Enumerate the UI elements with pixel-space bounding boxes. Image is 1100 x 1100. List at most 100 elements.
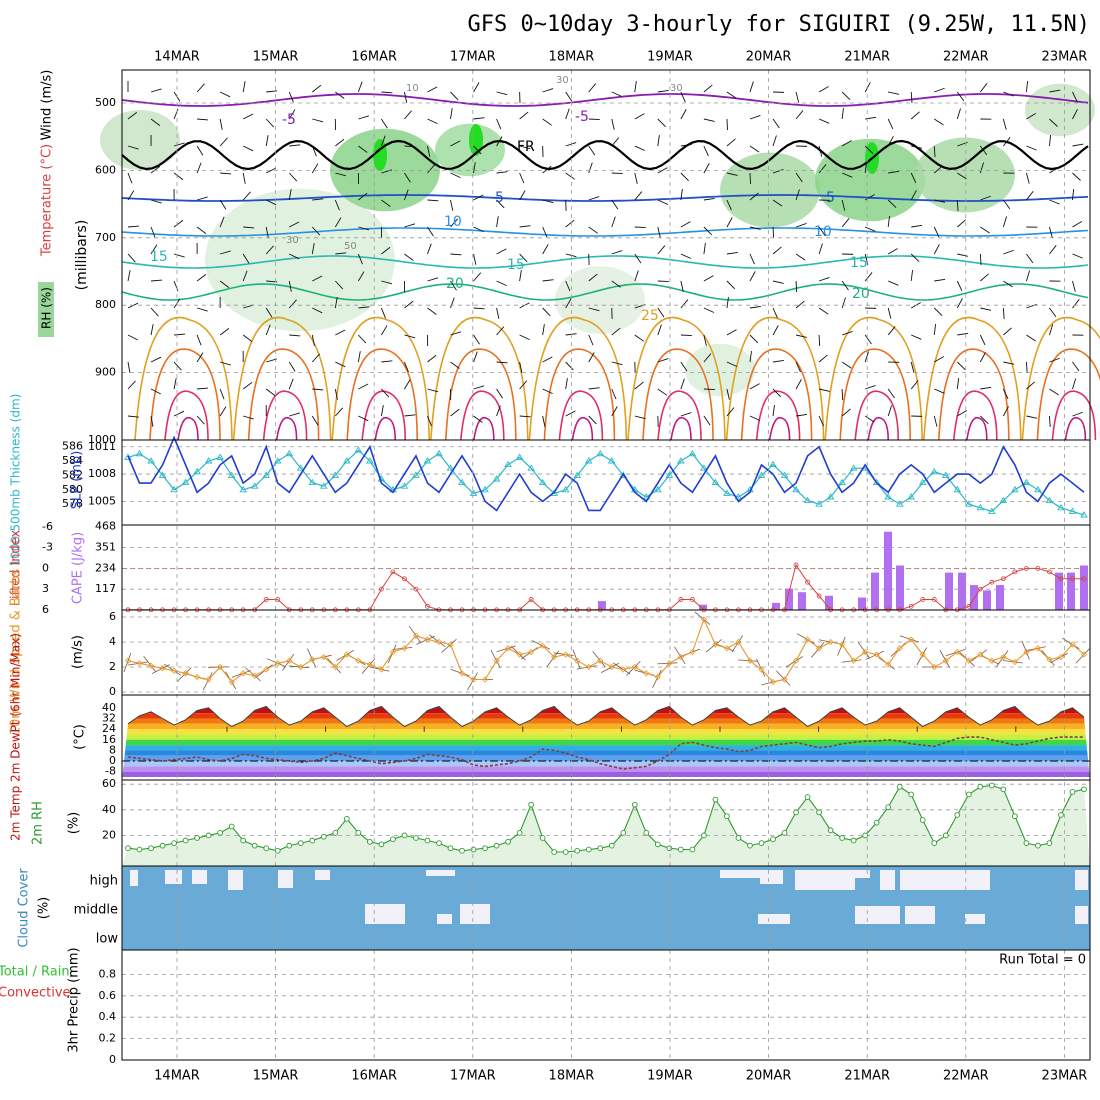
thickness-point-31 — [481, 485, 489, 493]
wind-speed-point-39 — [574, 657, 581, 664]
wind-barb-22 — [150, 324, 154, 336]
cape-bar-13 — [983, 590, 991, 610]
rh-point-76 — [1000, 786, 1007, 793]
lifted-index-point-23 — [390, 569, 396, 575]
rh-point-19 — [343, 815, 350, 822]
wind-barb-58 — [220, 250, 231, 255]
wind-barb-174 — [427, 226, 434, 237]
wind-barb-183 — [450, 108, 453, 120]
thickness-point-36 — [538, 478, 547, 486]
temp-unit-label: (°C) — [73, 724, 88, 750]
wind-barb-79 — [265, 118, 275, 128]
wind-barb-431 — [887, 136, 894, 147]
wind-barb-51 — [196, 415, 205, 425]
wind-barb-391 — [818, 118, 830, 124]
rh-point-25 — [413, 835, 419, 841]
wind-barb-471 — [957, 172, 967, 180]
wind-barb-119 — [335, 138, 345, 147]
wind-barb-127 — [335, 361, 346, 368]
wind-barb-325 — [703, 84, 713, 93]
temp-band-2 — [122, 713, 1090, 719]
cape-bar-7 — [871, 572, 879, 610]
wind-barb-443 — [910, 111, 920, 120]
wind-barb-228 — [519, 270, 522, 282]
wind-barb-327 — [703, 145, 709, 157]
contour-label-7: 15 — [150, 249, 168, 265]
wind-barb-410 — [841, 280, 849, 291]
rh-point-73 — [965, 791, 972, 798]
lifted-index-point-60 — [816, 593, 822, 599]
wind-barb-392 — [818, 145, 823, 157]
slp-line — [127, 435, 1085, 512]
wind-barb-156 — [403, 91, 408, 103]
wind-barb-355 — [749, 192, 759, 201]
wind-barb-397 — [818, 276, 830, 282]
wind-barb-453 — [910, 380, 919, 390]
wind-barb-449 — [910, 270, 914, 282]
wind-barb-381 — [795, 189, 800, 201]
rh2m-unit-label: (%) — [67, 812, 82, 835]
wind-barb-317 — [680, 221, 691, 228]
lifted-index-point-77 — [1012, 569, 1018, 575]
wind-speed-point-51 — [712, 641, 719, 648]
wind-speed-point-0 — [124, 657, 132, 664]
wind-barb-233 — [519, 415, 531, 418]
thickness-point-70 — [930, 467, 939, 475]
wind-barb-457 — [933, 145, 936, 158]
wind-speed-point-43 — [620, 666, 627, 673]
wind-barb-38 — [173, 410, 185, 417]
wind-barb-241 — [542, 279, 554, 282]
wind-barb-46 — [196, 274, 207, 282]
wind-barb-190 — [450, 297, 455, 309]
thickness-point-13 — [273, 457, 282, 464]
isotherm-minus5 — [121, 93, 1089, 107]
wind-barb-369 — [772, 226, 775, 239]
isotherm-25-loop-9 — [1021, 316, 1100, 441]
rh-point-80 — [1046, 840, 1053, 846]
wind-barb-214 — [496, 248, 507, 255]
rh-point-56 — [770, 836, 776, 843]
rh-point-44 — [631, 801, 638, 808]
rh-point-43 — [620, 829, 627, 836]
lifted-index-tick-6: 6 — [42, 603, 49, 616]
wind-barb-326 — [703, 118, 715, 122]
wind-barb-451 — [911, 334, 922, 340]
wind-barb-181 — [427, 415, 433, 427]
wind-barb-242 — [542, 307, 551, 317]
panel-frame-p3 — [121, 524, 1091, 611]
wind-speed-point-17 — [320, 653, 327, 661]
wind-barb-126 — [335, 329, 346, 336]
wind-barb-216 — [496, 307, 500, 319]
wind-barb-164 — [404, 300, 414, 309]
wind-speed-point-14 — [286, 657, 293, 664]
thickness-point-12 — [262, 471, 271, 478]
rh-point-45 — [643, 829, 650, 836]
wind-barb-145 — [380, 135, 386, 147]
wind-barb-71 — [242, 253, 250, 264]
wind-barb-483 — [979, 145, 988, 156]
temp-band-11 — [122, 761, 1090, 767]
lifted-index-point-70 — [931, 597, 937, 602]
wind-barb-252 — [565, 219, 575, 228]
wind-speed-point-7 — [205, 676, 212, 683]
thickness-point-43 — [619, 471, 628, 478]
rh-label-3: 30 — [286, 235, 299, 246]
wind-barb-21 — [150, 307, 159, 317]
wind-barb-185 — [450, 172, 461, 179]
wind-barb-268 — [588, 307, 600, 312]
wind-barb-92 — [288, 109, 296, 120]
contour-label-2: FR — [517, 139, 535, 155]
wind-barb-284 — [611, 388, 617, 400]
wind-barb-157 — [404, 110, 412, 120]
wind-speed-point-75 — [988, 657, 995, 664]
isotherm-30-loop-6 — [740, 348, 813, 441]
rh-point-64 — [862, 832, 869, 839]
rh-axis-label: RH (%) — [40, 287, 54, 329]
wind-barb-107 — [311, 163, 319, 174]
wind-barb-481 — [979, 83, 988, 93]
isotherm-40-loop-5 — [670, 416, 692, 441]
wind-barb-435 — [887, 248, 898, 255]
wind-barb-7 — [127, 270, 131, 282]
thickness-point-15 — [296, 464, 305, 471]
isotherm-40-loop-1 — [275, 416, 298, 441]
